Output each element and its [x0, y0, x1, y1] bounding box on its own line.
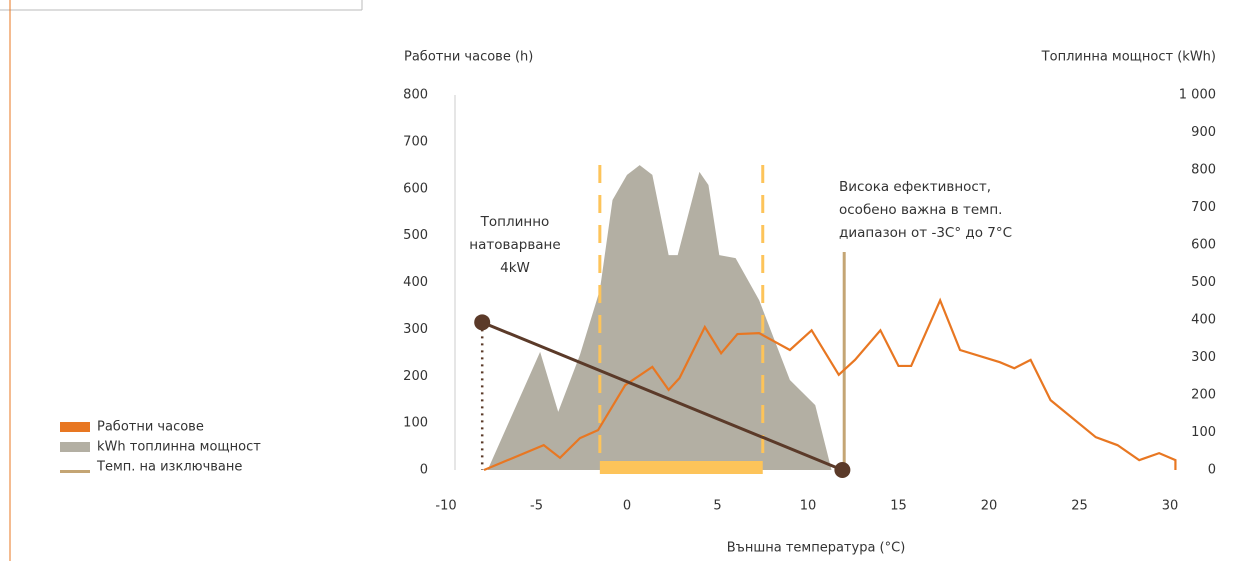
legend-swatch: [60, 442, 90, 452]
y-tick-label: 400: [403, 275, 428, 290]
legend-label: Темп. на изключване: [96, 460, 242, 475]
x-tick-label: 5: [713, 499, 721, 514]
legend-swatch: [60, 470, 90, 473]
y2-tick-label: 200: [1191, 388, 1216, 403]
annotation: особено важна в темп.: [839, 202, 1002, 218]
legend-label: kWh топлинна мощност: [97, 440, 261, 455]
y-tick-label: 300: [403, 322, 428, 337]
annotation: натоварване: [469, 237, 560, 253]
y2-tick-label: 0: [1208, 463, 1216, 478]
y2-tick-label: 300: [1191, 350, 1216, 365]
y-tick-label: 100: [403, 416, 428, 431]
annotation: диапазон от -3C° до 7°C: [839, 225, 1012, 241]
y-tick-label: 800: [403, 88, 428, 103]
heat-load-point: [474, 314, 491, 331]
x-tick-label: 0: [623, 499, 631, 514]
y-tick-label: 700: [403, 134, 428, 149]
y-tick-label: 200: [403, 369, 428, 384]
x-tick-label: 10: [800, 499, 817, 514]
range-bar: [599, 461, 763, 474]
y2-tick-label: 700: [1191, 200, 1216, 215]
y-axis-label: Работни часове (h): [404, 50, 533, 65]
y2-tick-label: 500: [1191, 275, 1216, 290]
annotation: Топлинно: [480, 214, 550, 230]
x-tick-label: -10: [435, 499, 456, 514]
x-tick-label: 15: [890, 499, 907, 514]
x-tick-label: 25: [1071, 499, 1088, 514]
y2-axis-label: Топлинна мощност (kWh): [1041, 50, 1216, 65]
y2-tick-label: 600: [1191, 238, 1216, 253]
y2-tick-label: 800: [1191, 163, 1216, 178]
x-tick-label: -5: [530, 499, 543, 514]
x-tick-label: 20: [981, 499, 998, 514]
area: [487, 165, 832, 470]
y2-tick-label: 100: [1191, 425, 1216, 440]
legend-label: Работни часове: [97, 420, 204, 435]
annotation: 4kW: [500, 260, 530, 276]
x-axis-label: Външна температура (°C): [727, 541, 906, 556]
legend-swatch: [60, 422, 90, 432]
y2-tick-label: 1 000: [1179, 88, 1216, 103]
annotation: Висока ефективност,: [839, 179, 991, 195]
y2-tick-label: 900: [1191, 125, 1216, 140]
heat-load-point: [834, 462, 851, 478]
x-tick-label: 30: [1162, 499, 1179, 514]
y-tick-label: 600: [403, 181, 428, 196]
y-tick-label: 500: [403, 228, 428, 243]
heat-load-line: [481, 320, 843, 472]
y-tick-label: 0: [420, 463, 428, 478]
y2-tick-label: 400: [1191, 313, 1216, 328]
